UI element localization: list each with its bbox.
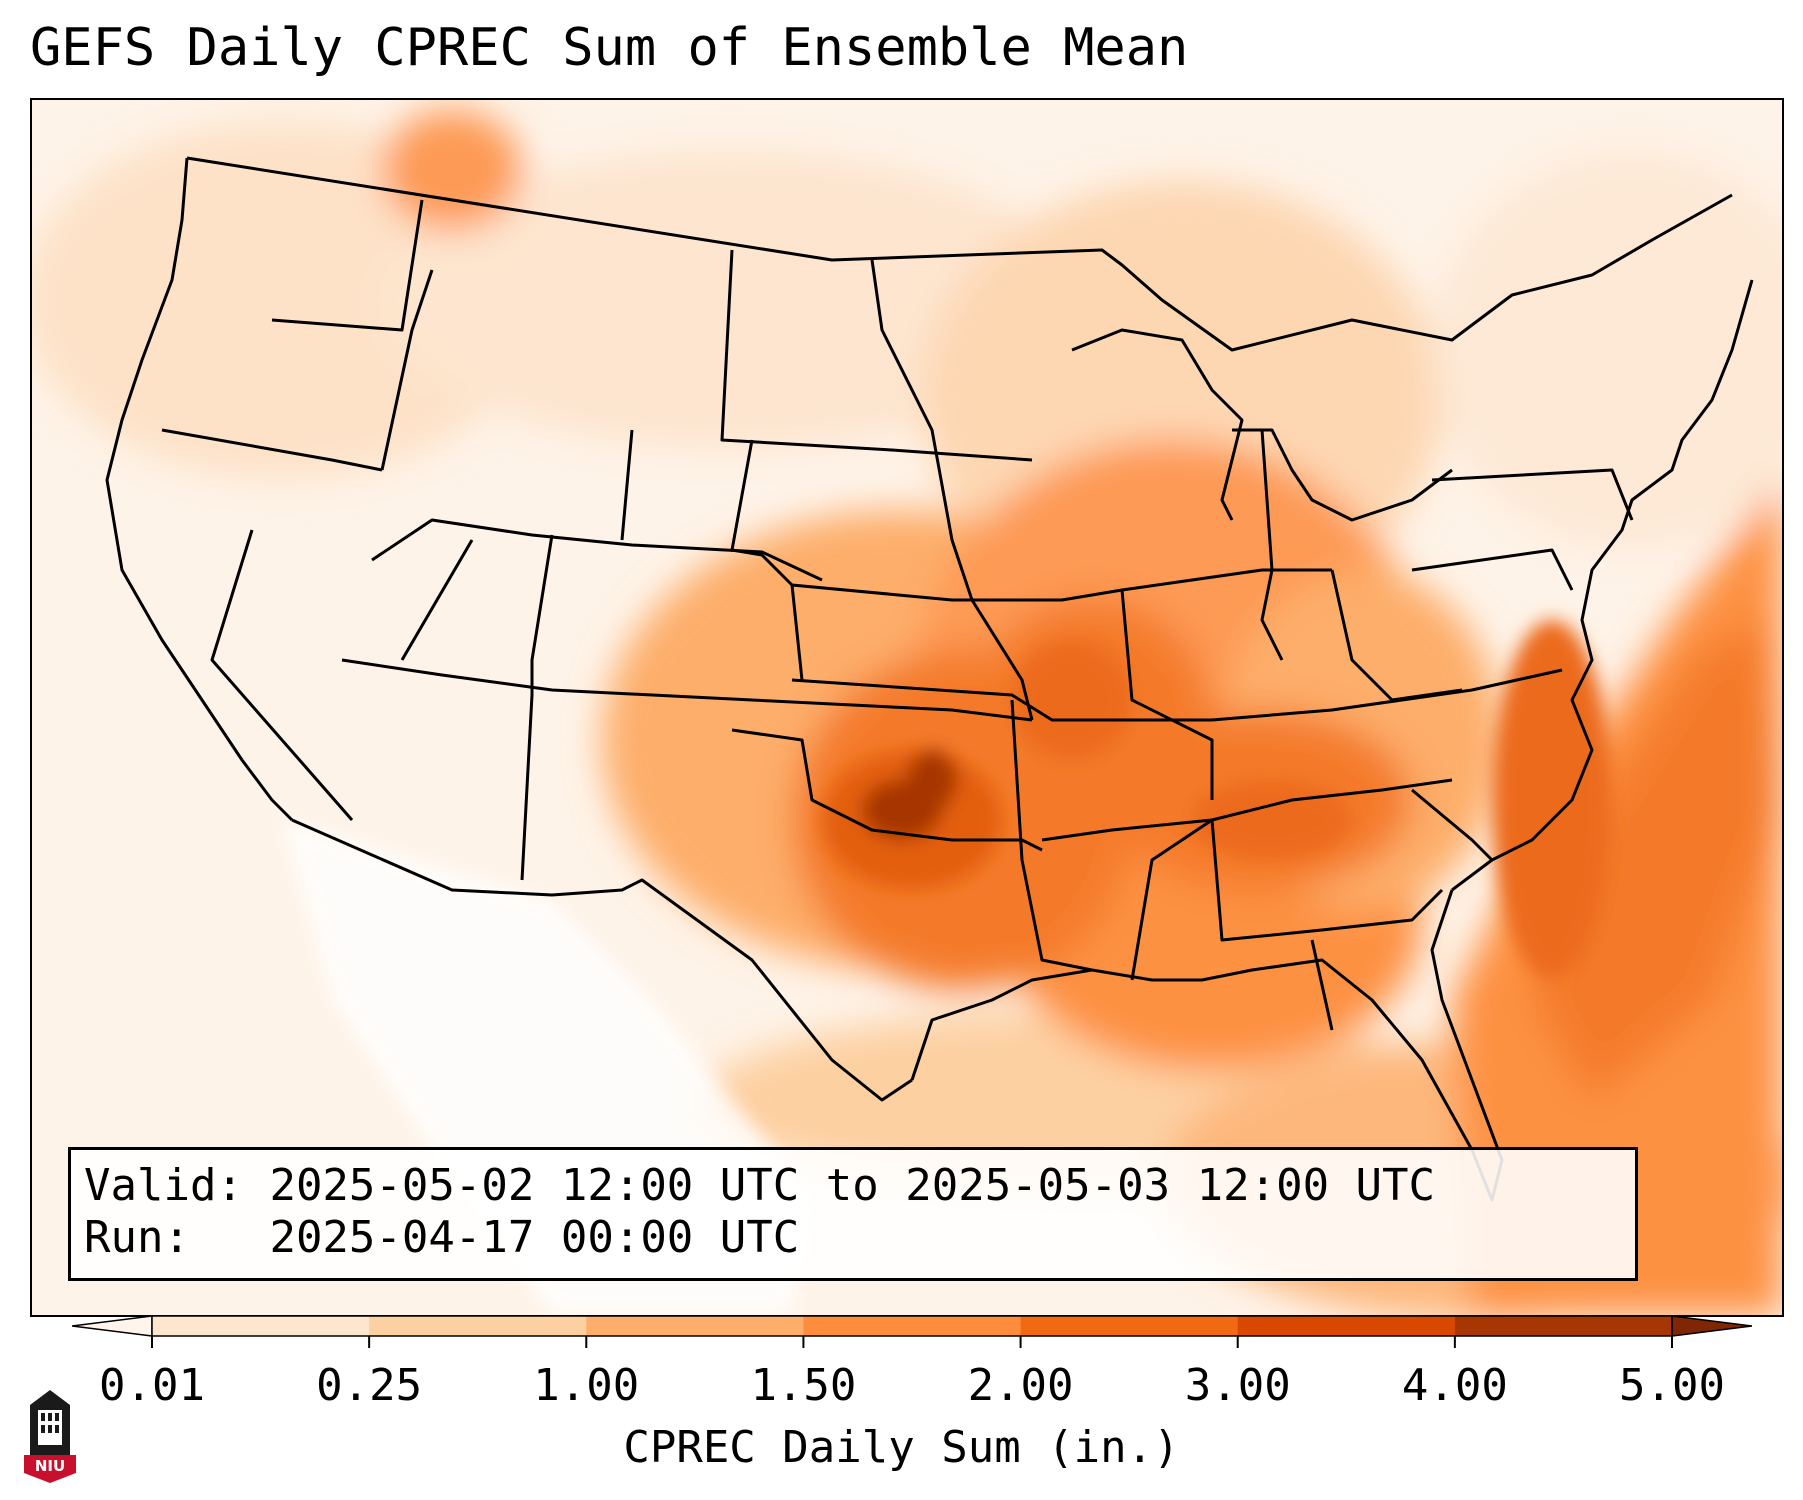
map-panel <box>30 98 1784 1317</box>
colorbar-segment <box>1237 1316 1456 1336</box>
precip-core <box>822 620 1612 980</box>
colorbar-tick-label: 3.00 <box>1184 1360 1291 1411</box>
colorbar-segment <box>152 1316 370 1336</box>
colorbar-tick-label: 4.00 <box>1401 1360 1508 1411</box>
colorbar-segment <box>803 1316 1022 1336</box>
colorbar-tick-label: 0.01 <box>99 1360 205 1411</box>
colorbar-label: CPREC Daily Sum (in.) <box>623 1422 1180 1473</box>
colorbar-border <box>151 1315 1673 1337</box>
colorbar-tick-label: 1.50 <box>750 1360 857 1411</box>
colorbar-tick-label: 1.00 <box>533 1360 640 1411</box>
state-boundaries <box>105 156 1754 1202</box>
valid-text: 2025-05-02 12:00 UTC to 2025-05-03 12:00… <box>269 1160 1436 1211</box>
precip-map <box>32 100 1782 1315</box>
run-line: Run: 2025-04-17 00:00 UTC <box>84 1212 799 1263</box>
colorbar <box>72 1315 1752 1348</box>
colorbar-tick-label: 0.25 <box>316 1360 423 1411</box>
page-title: GEFS Daily CPREC Sum of Ensemble Mean <box>30 18 1189 78</box>
university-tower-icon <box>24 1390 76 1483</box>
run-label: Run: <box>84 1212 190 1263</box>
valid-label: Valid: <box>84 1160 243 1211</box>
info-box: Valid: 2025-05-02 12:00 UTC to 2025-05-0… <box>68 1147 1638 1281</box>
colorbar-segment <box>1020 1316 1239 1336</box>
colorbar-over-extension <box>1671 1315 1752 1337</box>
colorbar-segment <box>586 1316 804 1336</box>
colorbar-segment <box>369 1316 587 1336</box>
valid-line: Valid: 2025-05-02 12:00 UTC to 2025-05-0… <box>84 1160 1435 1211</box>
colorbar-tick-label: 2.00 <box>967 1360 1074 1411</box>
niu-logo: NIU <box>20 1385 80 1489</box>
run-text: 2025-04-17 00:00 UTC <box>269 1212 800 1263</box>
logo-text: NIU <box>34 1457 66 1475</box>
colorbar-tick-label: 5.00 <box>1619 1360 1725 1411</box>
colorbar-segment <box>1454 1316 1673 1336</box>
colorbar-under-extension <box>72 1315 153 1337</box>
